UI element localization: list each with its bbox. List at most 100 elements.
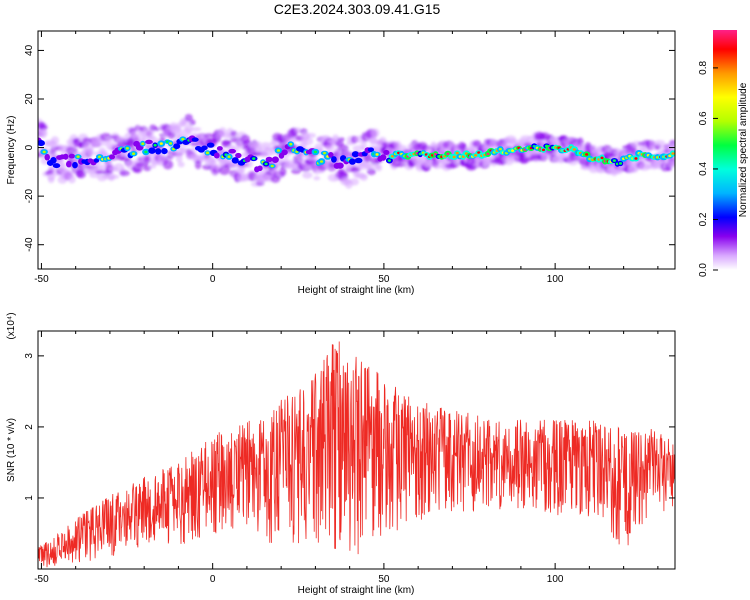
- spectrogram-cell: [216, 146, 223, 151]
- spectrogram-halo: [294, 127, 302, 134]
- spectrogram-halo: [218, 165, 231, 176]
- spectrogram-ylabel: Frequency (Hz): [6, 116, 17, 185]
- spectrogram-peak: [159, 142, 163, 145]
- spectrogram-halo: [177, 161, 185, 168]
- spectrogram-peak: [270, 164, 274, 168]
- spectrogram-ytick-label: 0: [24, 144, 35, 150]
- spectrogram-cell: [173, 143, 181, 150]
- snr-xtick-label: -50: [34, 574, 49, 585]
- spectrogram-halo: [349, 178, 359, 186]
- spectrogram-halo: [370, 128, 380, 138]
- spectrogram-cell: [38, 140, 45, 147]
- spectrogram-halo: [653, 139, 666, 146]
- colorbar-tick-label: 0.6: [698, 111, 709, 125]
- spectrogram-halo: [111, 174, 120, 180]
- spectrogram-xlabel: Height of straight line (km): [298, 285, 415, 296]
- spectrogram-halo: [460, 143, 467, 150]
- spectrogram-cell: [354, 157, 363, 164]
- colorbar-tick-label: 0.2: [698, 212, 709, 226]
- spectrogram-peak: [477, 151, 481, 154]
- spectrogram-cell: [367, 147, 375, 153]
- spectrogram-peak: [313, 150, 318, 154]
- spectrogram-halo: [184, 124, 193, 134]
- snr-plot-area: [38, 341, 675, 568]
- spectrogram-cell: [93, 158, 100, 163]
- spectrogram-halo: [143, 155, 151, 165]
- spectrogram-halo: [230, 130, 238, 137]
- spectrogram-peak: [618, 162, 623, 165]
- spectrogram-halo: [203, 133, 216, 138]
- spectrogram-halo: [175, 153, 183, 163]
- spectrogram-peak: [634, 157, 638, 160]
- spectrogram-halo: [313, 176, 321, 181]
- snr-ylabel: SNR (10 * v/v): [6, 418, 17, 482]
- spectrogram-xtick-label: -50: [34, 274, 49, 285]
- spectrogram-peak: [144, 150, 148, 154]
- spectrogram-peak: [612, 159, 616, 162]
- spectrogram-halo: [357, 164, 367, 170]
- spectrogram-peak: [289, 142, 293, 146]
- spectrogram-halo: [94, 163, 102, 170]
- spectrogram-peak: [486, 152, 490, 156]
- spectrogram-xtick-label: 50: [378, 274, 390, 285]
- spectrogram-peak: [168, 142, 173, 145]
- spectrogram-ytick-label: -20: [24, 188, 35, 203]
- spectrogram-halo: [337, 137, 345, 142]
- spectrogram-cell: [383, 149, 390, 155]
- spectrogram-cell: [336, 162, 344, 169]
- snr-xtick-label: 100: [547, 574, 564, 585]
- snr-series-line: [38, 341, 675, 568]
- spectrogram-halo: [189, 119, 196, 126]
- spectrogram-halo: [308, 156, 318, 162]
- spectrogram-peak: [227, 155, 231, 159]
- spectrogram-cell: [351, 151, 360, 158]
- snr-ytick-label: 3: [24, 353, 35, 359]
- spectrogram-halo: [68, 175, 76, 184]
- spectrogram-peak: [511, 149, 515, 152]
- colorbar-tick-label: 0.4: [698, 162, 709, 176]
- spectrogram-halo: [279, 166, 287, 176]
- spectrogram-ytick-label: -40: [24, 237, 35, 252]
- spectrogram-xtick-label: 100: [547, 274, 564, 285]
- spectrogram-halo: [167, 132, 176, 139]
- spectrogram-halo: [40, 128, 48, 139]
- spectrogram-peak: [125, 147, 129, 150]
- spectrogram-peak: [319, 160, 324, 163]
- spectrogram-peak: [541, 148, 546, 152]
- spectrogram-halo: [149, 164, 157, 169]
- spectrogram-peak: [42, 150, 46, 154]
- spectrogram-halo: [179, 146, 187, 154]
- spectrogram-peak: [387, 159, 391, 162]
- snr-ytick-label: 1: [24, 495, 35, 501]
- spectrogram-halo: [375, 164, 383, 172]
- spectrogram-cell: [235, 152, 242, 159]
- spectrogram-panel: -50 0 50 100 -40 -20 0 20 40 Height of straight …: [6, 30, 676, 296]
- spectrogram-halo: [601, 144, 613, 155]
- spectrogram-halo: [143, 165, 152, 172]
- spectrogram-peak: [131, 152, 136, 156]
- spectrogram-halo: [366, 168, 377, 176]
- colorbar-tick-label: 0.0: [698, 263, 709, 277]
- spectrogram-peak: [276, 149, 281, 152]
- spectrogram-halo: [360, 140, 367, 151]
- snr-ytick-label: 2: [24, 424, 35, 430]
- spectrogram-frame: [37, 30, 676, 270]
- spectrogram-plot-area: [38, 113, 675, 189]
- spectrogram-cell: [50, 157, 57, 164]
- spectrogram-halo: [360, 174, 368, 181]
- spectrogram-halo: [135, 161, 148, 168]
- spectrogram-peak: [452, 155, 456, 159]
- spectrogram-halo: [87, 150, 95, 156]
- spectrogram-cell: [148, 147, 156, 154]
- spectrogram-halo: [76, 168, 87, 179]
- spectrogram-cell: [155, 148, 162, 155]
- colorbar: 0.0 0.2 0.4 0.6 0.8 Normalized spectral ampl…: [698, 30, 749, 277]
- spectrogram-halo: [291, 168, 302, 175]
- spectrogram-peak: [600, 156, 604, 160]
- colorbar-ticks: 0.0 0.2 0.4 0.6 0.8: [698, 61, 718, 277]
- spectrogram-peak: [252, 157, 256, 160]
- spectrogram-halo: [47, 176, 55, 184]
- spectrogram-halo: [306, 132, 317, 138]
- spectrogram-peak: [141, 142, 145, 145]
- spectrogram-cell: [348, 158, 356, 165]
